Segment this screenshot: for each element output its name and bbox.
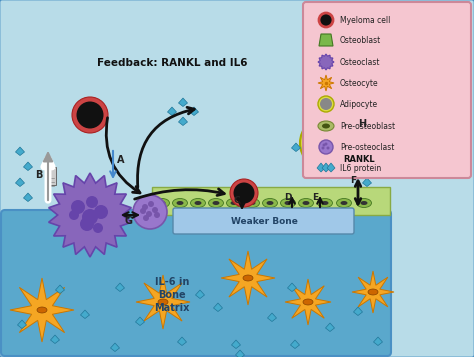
Ellipse shape bbox=[284, 201, 292, 205]
Circle shape bbox=[327, 146, 329, 150]
Circle shape bbox=[319, 13, 333, 27]
Circle shape bbox=[82, 209, 98, 225]
Text: Pre-osteoblast: Pre-osteoblast bbox=[340, 121, 395, 131]
Circle shape bbox=[152, 207, 158, 213]
Text: H: H bbox=[358, 119, 366, 129]
Polygon shape bbox=[179, 98, 188, 106]
Circle shape bbox=[76, 101, 103, 129]
FancyArrowPatch shape bbox=[137, 107, 194, 187]
Ellipse shape bbox=[176, 201, 183, 205]
Circle shape bbox=[72, 97, 108, 133]
Polygon shape bbox=[136, 275, 190, 329]
Polygon shape bbox=[81, 310, 90, 318]
Polygon shape bbox=[327, 163, 335, 172]
Text: F: F bbox=[350, 176, 356, 185]
Ellipse shape bbox=[155, 198, 170, 207]
Circle shape bbox=[154, 212, 160, 218]
FancyArrowPatch shape bbox=[106, 118, 140, 193]
Polygon shape bbox=[221, 251, 275, 305]
Polygon shape bbox=[236, 350, 245, 357]
Circle shape bbox=[319, 140, 333, 154]
Text: D: D bbox=[284, 193, 292, 202]
Circle shape bbox=[94, 205, 108, 219]
Ellipse shape bbox=[248, 201, 255, 205]
Ellipse shape bbox=[299, 198, 313, 207]
Ellipse shape bbox=[194, 201, 201, 205]
Text: RANKL: RANKL bbox=[343, 155, 374, 164]
Ellipse shape bbox=[321, 201, 328, 205]
Circle shape bbox=[360, 147, 390, 177]
Polygon shape bbox=[352, 168, 361, 176]
Circle shape bbox=[148, 201, 154, 207]
Polygon shape bbox=[136, 317, 145, 326]
Polygon shape bbox=[18, 320, 27, 328]
Circle shape bbox=[322, 144, 326, 146]
Polygon shape bbox=[363, 178, 372, 186]
Text: Feedback: RANKL and IL6: Feedback: RANKL and IL6 bbox=[97, 58, 247, 68]
Polygon shape bbox=[291, 340, 300, 348]
Ellipse shape bbox=[303, 299, 313, 305]
FancyBboxPatch shape bbox=[303, 2, 471, 178]
Polygon shape bbox=[267, 313, 276, 322]
Polygon shape bbox=[190, 107, 199, 116]
Circle shape bbox=[352, 100, 382, 130]
Circle shape bbox=[318, 96, 334, 112]
Ellipse shape bbox=[173, 198, 188, 207]
Ellipse shape bbox=[281, 198, 295, 207]
Text: Osteoclast: Osteoclast bbox=[340, 57, 381, 66]
Polygon shape bbox=[10, 278, 74, 342]
Circle shape bbox=[325, 142, 328, 146]
Ellipse shape bbox=[209, 198, 224, 207]
Text: B: B bbox=[35, 170, 42, 180]
Text: IL6 protein: IL6 protein bbox=[340, 164, 381, 172]
Circle shape bbox=[234, 182, 255, 203]
Ellipse shape bbox=[368, 289, 378, 295]
Polygon shape bbox=[363, 158, 372, 166]
Polygon shape bbox=[318, 75, 334, 91]
Text: G: G bbox=[124, 216, 132, 226]
Polygon shape bbox=[374, 168, 383, 176]
Ellipse shape bbox=[361, 201, 367, 205]
Polygon shape bbox=[179, 117, 188, 126]
Polygon shape bbox=[288, 283, 297, 292]
Ellipse shape bbox=[263, 198, 277, 207]
Circle shape bbox=[300, 116, 354, 170]
Polygon shape bbox=[177, 337, 186, 346]
Ellipse shape bbox=[356, 198, 372, 207]
Circle shape bbox=[69, 210, 79, 220]
Ellipse shape bbox=[340, 201, 347, 205]
Ellipse shape bbox=[318, 198, 332, 207]
Ellipse shape bbox=[230, 201, 237, 205]
Polygon shape bbox=[285, 279, 331, 325]
Circle shape bbox=[80, 217, 94, 231]
Ellipse shape bbox=[227, 198, 241, 207]
Polygon shape bbox=[24, 193, 33, 201]
Text: A: A bbox=[117, 155, 125, 165]
Circle shape bbox=[356, 104, 378, 126]
Polygon shape bbox=[318, 54, 334, 70]
Polygon shape bbox=[110, 343, 119, 352]
Polygon shape bbox=[167, 107, 176, 116]
Ellipse shape bbox=[37, 307, 47, 313]
Text: Osteoblast: Osteoblast bbox=[340, 35, 381, 45]
Text: Pre-osteoclast: Pre-osteoclast bbox=[340, 142, 394, 151]
Circle shape bbox=[230, 179, 258, 207]
Polygon shape bbox=[231, 340, 240, 348]
Ellipse shape bbox=[158, 201, 165, 205]
Text: IL-6 in
Bone
Matrix: IL-6 in Bone Matrix bbox=[155, 277, 190, 313]
Ellipse shape bbox=[158, 299, 168, 305]
Ellipse shape bbox=[266, 201, 273, 205]
FancyBboxPatch shape bbox=[45, 167, 56, 185]
FancyArrowPatch shape bbox=[135, 189, 224, 199]
Circle shape bbox=[93, 223, 103, 233]
Ellipse shape bbox=[243, 275, 253, 281]
Text: Adipocyte: Adipocyte bbox=[340, 100, 378, 109]
Circle shape bbox=[86, 196, 98, 208]
Polygon shape bbox=[326, 323, 335, 332]
Circle shape bbox=[133, 195, 167, 229]
Polygon shape bbox=[16, 147, 25, 156]
Polygon shape bbox=[116, 283, 125, 292]
Polygon shape bbox=[195, 290, 204, 298]
FancyBboxPatch shape bbox=[173, 208, 354, 234]
